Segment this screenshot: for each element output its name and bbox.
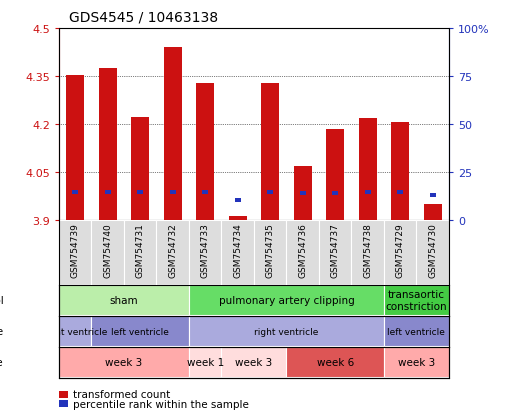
Text: week 3: week 3 bbox=[235, 357, 272, 368]
FancyBboxPatch shape bbox=[384, 221, 417, 285]
Bar bbox=[397, 190, 403, 194]
Text: right ventricle: right ventricle bbox=[254, 327, 319, 336]
Text: GSM754739: GSM754739 bbox=[71, 223, 80, 278]
FancyBboxPatch shape bbox=[417, 221, 449, 285]
Text: left ventricle: left ventricle bbox=[111, 327, 169, 336]
FancyBboxPatch shape bbox=[286, 347, 384, 377]
Bar bbox=[202, 190, 208, 194]
Bar bbox=[365, 190, 371, 194]
Text: GSM754737: GSM754737 bbox=[331, 223, 340, 278]
FancyBboxPatch shape bbox=[124, 221, 156, 285]
FancyBboxPatch shape bbox=[351, 221, 384, 285]
FancyBboxPatch shape bbox=[254, 221, 286, 285]
Bar bbox=[234, 198, 241, 202]
FancyBboxPatch shape bbox=[189, 316, 384, 346]
Bar bbox=[267, 190, 273, 194]
FancyBboxPatch shape bbox=[189, 286, 384, 316]
Text: GSM754738: GSM754738 bbox=[363, 223, 372, 278]
Bar bbox=[294, 166, 311, 221]
Bar bbox=[332, 192, 338, 196]
Text: GSM754731: GSM754731 bbox=[136, 223, 145, 278]
Bar bbox=[326, 130, 344, 221]
FancyBboxPatch shape bbox=[222, 221, 254, 285]
Text: pulmonary artery clipping: pulmonary artery clipping bbox=[219, 295, 354, 306]
Text: left ventricle: left ventricle bbox=[387, 327, 445, 336]
FancyBboxPatch shape bbox=[384, 316, 449, 346]
Text: GSM754736: GSM754736 bbox=[298, 223, 307, 278]
Bar bbox=[261, 83, 279, 221]
FancyBboxPatch shape bbox=[384, 286, 449, 316]
Bar bbox=[72, 190, 78, 194]
FancyBboxPatch shape bbox=[59, 286, 189, 316]
Text: week 6: week 6 bbox=[317, 357, 354, 368]
Bar bbox=[131, 117, 149, 221]
FancyBboxPatch shape bbox=[189, 347, 222, 377]
Bar bbox=[66, 76, 84, 221]
Text: sham: sham bbox=[110, 295, 139, 306]
Text: transformed count: transformed count bbox=[73, 389, 171, 399]
FancyBboxPatch shape bbox=[222, 347, 286, 377]
Text: percentile rank within the sample: percentile rank within the sample bbox=[73, 399, 249, 408]
Bar bbox=[196, 83, 214, 221]
Bar bbox=[359, 119, 377, 221]
FancyBboxPatch shape bbox=[319, 221, 351, 285]
FancyBboxPatch shape bbox=[286, 221, 319, 285]
Text: week 3: week 3 bbox=[105, 357, 143, 368]
Bar bbox=[137, 190, 143, 194]
Text: protocol: protocol bbox=[0, 295, 4, 306]
Text: tissue: tissue bbox=[0, 326, 4, 337]
Text: right ventricle: right ventricle bbox=[43, 327, 107, 336]
Text: week 3: week 3 bbox=[398, 357, 435, 368]
Text: GSM754733: GSM754733 bbox=[201, 223, 210, 278]
Bar bbox=[164, 48, 182, 221]
FancyBboxPatch shape bbox=[59, 316, 91, 346]
Bar bbox=[300, 192, 306, 196]
FancyBboxPatch shape bbox=[91, 221, 124, 285]
Text: GDS4545 / 10463138: GDS4545 / 10463138 bbox=[69, 11, 219, 25]
FancyBboxPatch shape bbox=[91, 316, 189, 346]
Text: GSM754729: GSM754729 bbox=[396, 223, 405, 278]
FancyBboxPatch shape bbox=[59, 221, 91, 285]
Bar bbox=[170, 190, 176, 194]
Text: GSM754730: GSM754730 bbox=[428, 223, 437, 278]
Bar bbox=[424, 205, 442, 221]
Bar bbox=[391, 123, 409, 221]
Text: GSM754740: GSM754740 bbox=[103, 223, 112, 278]
Bar bbox=[229, 216, 247, 221]
FancyBboxPatch shape bbox=[189, 221, 222, 285]
FancyBboxPatch shape bbox=[384, 347, 449, 377]
FancyBboxPatch shape bbox=[156, 221, 189, 285]
Text: GSM754735: GSM754735 bbox=[266, 223, 274, 278]
Bar bbox=[105, 190, 111, 194]
FancyBboxPatch shape bbox=[59, 347, 189, 377]
Text: transaortic
constriction: transaortic constriction bbox=[386, 290, 447, 311]
Text: GSM754732: GSM754732 bbox=[168, 223, 177, 278]
Text: time: time bbox=[0, 357, 4, 368]
Text: week 1: week 1 bbox=[187, 357, 224, 368]
Text: GSM754734: GSM754734 bbox=[233, 223, 242, 278]
Bar bbox=[429, 193, 436, 197]
Bar bbox=[99, 69, 116, 221]
